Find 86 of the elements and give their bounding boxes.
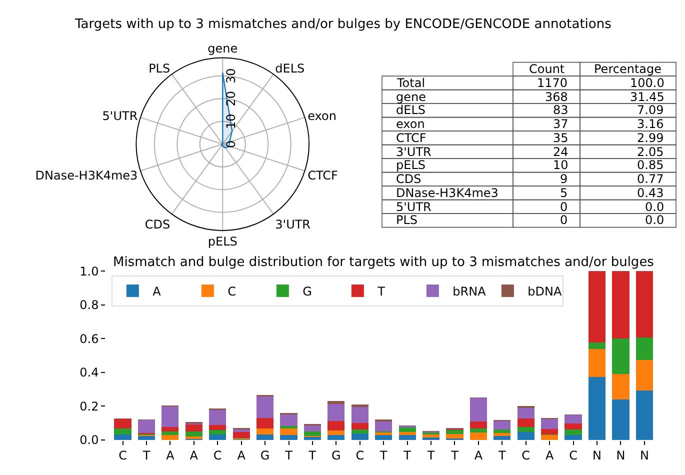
legend-label: C: [228, 284, 236, 298]
x-tick-label: T: [497, 448, 506, 462]
legend-label: A: [152, 284, 162, 298]
x-tick-label: T: [450, 448, 460, 462]
data-label: 24: [553, 145, 568, 159]
category-label: 3'UTR: [396, 145, 432, 159]
y-tick-label: 0: [224, 140, 238, 148]
legend-label: T: [376, 284, 386, 298]
x-tick-label: T: [284, 448, 294, 462]
legend-label: G: [302, 284, 312, 298]
chart-title: Targets with up to 3 mismatches and/or bulges by ENCODE/GENCODE annotations: [74, 17, 612, 32]
data-label: 368: [545, 90, 568, 104]
x-tick-label: A: [545, 448, 554, 462]
spoke-label: PLS: [148, 61, 170, 76]
spoke-label: DNase-H3K4me3: [35, 168, 138, 182]
spoke-label: pELS: [208, 234, 238, 248]
data-label: 0.85: [637, 158, 664, 172]
data-label: 9: [560, 172, 568, 186]
data-label: 0: [560, 213, 568, 227]
x-tick-label: A: [474, 448, 484, 462]
data-label: 0.0: [645, 213, 664, 227]
y-tick-label: 0.4: [80, 366, 99, 380]
x-tick-label: N: [616, 448, 626, 462]
category-label: DNase-H3K4me3: [396, 186, 498, 200]
category-label: Total: [396, 76, 426, 90]
y-tick-label: 0.6: [80, 332, 99, 346]
spoke-label: gene: [208, 41, 238, 56]
x-tick-label: T: [378, 448, 388, 462]
data-label: 0: [560, 200, 568, 214]
spoke-label: dELS: [275, 61, 305, 76]
x-tick-label: C: [118, 448, 127, 462]
x-tick-label: T: [142, 448, 151, 462]
data-label: 0.77: [637, 172, 664, 186]
y-tick-label: 20: [224, 91, 238, 106]
category-label: 5'UTR: [396, 200, 432, 214]
category-label: exon: [396, 117, 425, 131]
data-label: 1170: [537, 76, 568, 90]
x-tick-label: A: [166, 448, 176, 462]
data-label: 2.99: [637, 131, 664, 145]
text: Count: [529, 62, 565, 76]
y-tick-label: 30: [224, 68, 238, 84]
x-tick-label: C: [522, 448, 530, 462]
x-tick-label: C: [356, 448, 364, 462]
y-tick-label: 10: [224, 114, 238, 130]
y-tick-label: 0.0: [80, 433, 99, 448]
legend-label: bDNA: [528, 284, 562, 298]
data-label: 7.09: [637, 103, 664, 117]
category-label: pELS: [396, 158, 426, 172]
x-tick-label: A: [237, 448, 246, 462]
data-label: 5: [560, 186, 568, 200]
category-label: CTCF: [396, 131, 426, 145]
data-label: 37: [553, 117, 568, 131]
spoke-label: CDS: [144, 218, 170, 232]
x-tick-label: C: [569, 448, 578, 462]
category-label: PLS: [396, 213, 418, 227]
y-tick-label: 0.2: [80, 399, 99, 414]
x-tick-label: N: [592, 448, 602, 462]
spoke-label: 5'UTR: [102, 108, 138, 123]
category-label: gene: [396, 90, 426, 104]
spoke-label: 3'UTR: [275, 218, 311, 232]
data-label: 100.0: [630, 76, 664, 90]
x-tick-label: T: [402, 448, 412, 462]
data-label: 0.0: [645, 200, 664, 214]
data-label: 35: [553, 131, 568, 145]
data-label: 83: [553, 103, 568, 117]
data-label: 31.45: [630, 90, 664, 104]
data-label: 10: [553, 158, 568, 172]
x-tick-label: N: [640, 448, 649, 462]
x-tick-label: G: [332, 448, 341, 462]
x-tick-label: T: [308, 448, 317, 462]
x-tick-label: G: [260, 448, 270, 462]
category-label: CDS: [396, 172, 422, 186]
data-label: 3.16: [637, 117, 664, 131]
text: Percentage: [594, 62, 662, 76]
x-tick-label: T: [426, 448, 436, 462]
category-label: dELS: [396, 103, 426, 117]
chart-title: Mismatch and bulge distribution for targets with up to 3 mismatches and/or bulges: [113, 255, 654, 270]
data-label: 0.43: [637, 186, 664, 200]
spoke-label: CTCF: [308, 168, 338, 182]
spoke-label: exon: [308, 108, 336, 123]
legend-label: bRNA: [452, 284, 487, 298]
x-tick-label: C: [213, 448, 222, 462]
data-label: 2.05: [637, 145, 664, 159]
y-tick-label: 1.0: [80, 264, 99, 278]
x-tick-label: A: [190, 448, 199, 462]
y-tick-label: 0.8: [80, 298, 99, 312]
